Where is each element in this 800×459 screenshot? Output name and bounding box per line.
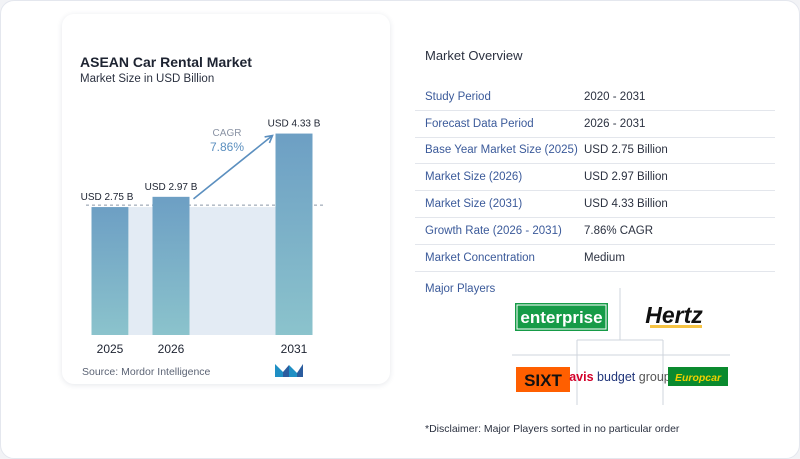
- bar-chart: USD 2.75 B 2025 USD 2.97 B 2026 USD 4.33 B 20…: [81, 119, 324, 356]
- chart-card: ASEAN Car Rental Market Market Size in U…: [62, 14, 390, 384]
- mordor-intelligence-logo-icon: [275, 364, 303, 377]
- row-key: Market Concentration: [425, 251, 535, 264]
- row-key: Study Period: [425, 90, 491, 103]
- x-tick-label-2031: 2031: [281, 342, 308, 356]
- overview-row: Growth Rate (2026 - 2031) 7.86% CAGR: [415, 218, 775, 245]
- row-value: 2020 - 2031: [584, 90, 646, 103]
- row-key: Growth Rate (2026 - 2031): [425, 224, 562, 237]
- x-tick-label-2025: 2025: [97, 342, 124, 356]
- source-note: Source: Mordor Intelligence: [82, 366, 211, 378]
- overview-row: Study Period 2020 - 2031: [415, 84, 775, 111]
- shaded-gap: [129, 207, 153, 335]
- row-key: Forecast Data Period: [425, 117, 534, 130]
- overview-row: Market Size (2026) USD 2.97 Billion: [415, 164, 775, 192]
- bar-2026: [152, 196, 190, 335]
- value-label-2026: USD 2.97 B: [145, 182, 198, 193]
- row-value: 7.86% CAGR: [584, 224, 654, 237]
- overview-row: Market Concentration Medium: [415, 245, 775, 272]
- chart-subtitle: Market Size in USD Billion: [80, 73, 215, 85]
- row-key: Base Year Market Size (2025): [425, 144, 578, 157]
- row-value: Medium: [584, 251, 625, 264]
- overview-row: Market Size (2031) USD 4.33 Billion: [415, 191, 775, 218]
- x-tick-label-2026: 2026: [158, 342, 185, 356]
- bar-2025: [91, 207, 129, 335]
- overview-row: Base Year Market Size (2025) USD 2.75 Bil…: [415, 138, 775, 165]
- disclaimer: *Disclaimer: Major Players sorted in no …: [425, 423, 680, 435]
- cagr-value: 7.86%: [210, 140, 244, 154]
- value-label-2025: USD 2.75 B: [81, 192, 134, 203]
- cagr-arrow-head: [264, 134, 274, 144]
- row-value: USD 2.75 Billion: [584, 144, 668, 157]
- row-value: USD 4.33 Billion: [584, 198, 668, 211]
- row-key: Market Size (2031): [425, 198, 523, 211]
- cagr-label: CAGR: [213, 128, 242, 139]
- chart-title: ASEAN Car Rental Market: [80, 54, 252, 70]
- overview-table: Study Period 2020 - 2031 Forecast Data Pe…: [415, 84, 775, 272]
- row-key: Market Size (2026): [425, 171, 523, 184]
- row-value: USD 2.97 Billion: [584, 171, 668, 184]
- value-label-2031: USD 4.33 B: [268, 119, 321, 130]
- forecast-shaded-area: [189, 207, 276, 335]
- overview-title: Market Overview: [425, 48, 523, 63]
- bar-2031: [275, 133, 313, 335]
- overview-row: Forecast Data Period 2026 - 2031: [415, 111, 775, 138]
- cagr-arrow-line: [192, 134, 274, 200]
- row-value: 2026 - 2031: [584, 117, 646, 130]
- major-players-label: Major Players: [425, 283, 496, 295]
